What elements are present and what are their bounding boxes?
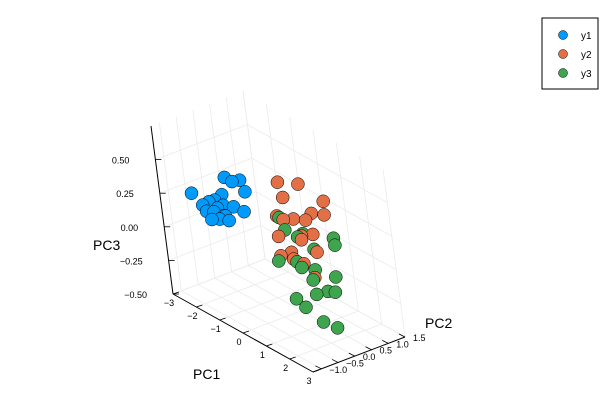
data-point-y3 — [309, 287, 324, 302]
grid-line-y-side — [175, 116, 199, 285]
legend-marker-y1 — [558, 30, 568, 40]
grid-line-y-floor — [248, 265, 389, 344]
data-point-y2 — [298, 213, 313, 227]
y-tick-label: −0.5 — [346, 358, 364, 368]
data-point-y2 — [306, 227, 320, 242]
grid-line-y-side — [192, 110, 216, 279]
data-point-y1 — [237, 204, 251, 219]
x-tick-label: 3 — [306, 376, 311, 386]
data-point-y3 — [328, 238, 342, 252]
data-point-y2 — [310, 245, 324, 259]
z-tick-label: 0.00 — [121, 223, 139, 233]
data-point-y1 — [184, 186, 199, 200]
legend-marker-y2 — [558, 49, 568, 59]
data-point-y3 — [272, 254, 286, 268]
z-tick-label: −0.50 — [124, 290, 147, 300]
data-point-y1 — [225, 174, 239, 189]
grid-line-y-floor — [181, 290, 322, 370]
y-tick-mark — [331, 359, 339, 363]
grid-line-x-back — [289, 116, 313, 286]
legend-box — [541, 17, 599, 90]
y-tick-mark — [365, 346, 372, 351]
z-tick-label: 0.50 — [112, 156, 130, 166]
y-tick-label: −1.0 — [329, 365, 347, 375]
data-point-y3 — [328, 285, 343, 299]
axes — [150, 125, 406, 373]
data-point-y3 — [299, 300, 313, 315]
legend-label-y2: y2 — [581, 50, 592, 61]
x-tick-label: 2 — [283, 363, 288, 373]
x-tick-label: −2 — [187, 311, 197, 321]
grid-line-z-side — [172, 258, 266, 295]
data-point-y2 — [317, 208, 331, 222]
grid-line-x-back — [359, 155, 383, 325]
data-points — [184, 170, 345, 335]
grid-line-y-floor — [197, 284, 339, 363]
data-point-y1 — [238, 185, 252, 199]
x-tick-label: −3 — [164, 298, 174, 308]
legend-marker-y3 — [558, 68, 568, 78]
x-tick-label: −1 — [211, 324, 221, 334]
data-point-y3 — [330, 321, 345, 335]
x-axis-label: PC1 — [193, 366, 220, 382]
x-tick-mark — [196, 304, 203, 308]
data-point-y3 — [329, 270, 343, 284]
data-point-y1 — [205, 212, 219, 227]
y-tick-mark — [348, 352, 355, 357]
legend: y1 y2 y3 — [541, 17, 599, 90]
legend-label-y3: y3 — [581, 69, 592, 80]
x-tick-label: 1 — [260, 350, 265, 360]
grid-line-x-back — [335, 142, 359, 312]
x-tick-mark — [242, 330, 250, 334]
grid-line-z-side — [159, 157, 252, 194]
z-tick-label: −0.25 — [120, 256, 143, 266]
grid-line-x-floor — [289, 323, 382, 360]
y-axis-line — [312, 336, 406, 373]
grid-line-y-side — [158, 122, 182, 291]
data-point-y2 — [316, 194, 330, 209]
y-tick-mark — [315, 365, 322, 370]
grid-line-y-floor — [214, 277, 356, 357]
y-tick-label: 0.0 — [363, 352, 376, 362]
data-point-y1 — [222, 213, 236, 228]
grid-line-x-floor — [219, 284, 312, 321]
grid-line-x-floor — [242, 297, 336, 334]
data-point-y3 — [295, 260, 309, 275]
legend-label-y1: y1 — [581, 31, 592, 42]
z-axis-label: PC3 — [93, 237, 120, 253]
data-point-y3 — [289, 292, 304, 306]
z-axis-line — [150, 125, 174, 295]
data-point-y3 — [316, 315, 331, 329]
data-point-y2 — [271, 229, 286, 244]
y-tick-mark — [398, 333, 406, 338]
x-tick-mark — [312, 369, 320, 373]
data-point-y3 — [306, 273, 320, 287]
y-tick-mark — [382, 340, 389, 344]
data-point-y2 — [270, 175, 285, 189]
grid-line-y-side — [209, 103, 232, 272]
y-tick-label: 1.5 — [413, 333, 426, 343]
grid-line-z-side — [168, 225, 261, 261]
grid-line-z-back — [256, 191, 397, 271]
x-tick-mark — [289, 356, 296, 360]
x-tick-mark — [266, 343, 273, 347]
grid-line-z-back — [247, 124, 388, 203]
y-axis-label: PC2 — [425, 315, 452, 331]
grid-line-x-floor — [266, 310, 359, 347]
data-point-y2 — [275, 190, 290, 205]
grid-line-x-back — [382, 168, 406, 338]
grid-line-z-side — [155, 124, 248, 160]
y-tick-label: 0.5 — [380, 346, 393, 356]
y-tick-label: 1.0 — [396, 339, 409, 349]
data-point-y2 — [291, 177, 305, 191]
grid-line-y-side — [242, 90, 266, 260]
z-tick-label: 0.25 — [116, 189, 134, 199]
grid-line-x-floor — [196, 271, 289, 308]
tick-labels: −3 −2 −1 0 1 2 3 −1.0−0.50.0 0.51.0 1.5 −0.50 −0.25… — [112, 156, 426, 386]
x-tick-label: 0 — [236, 337, 241, 347]
x-tick-mark — [219, 317, 226, 321]
data-point-y2 — [294, 233, 309, 247]
